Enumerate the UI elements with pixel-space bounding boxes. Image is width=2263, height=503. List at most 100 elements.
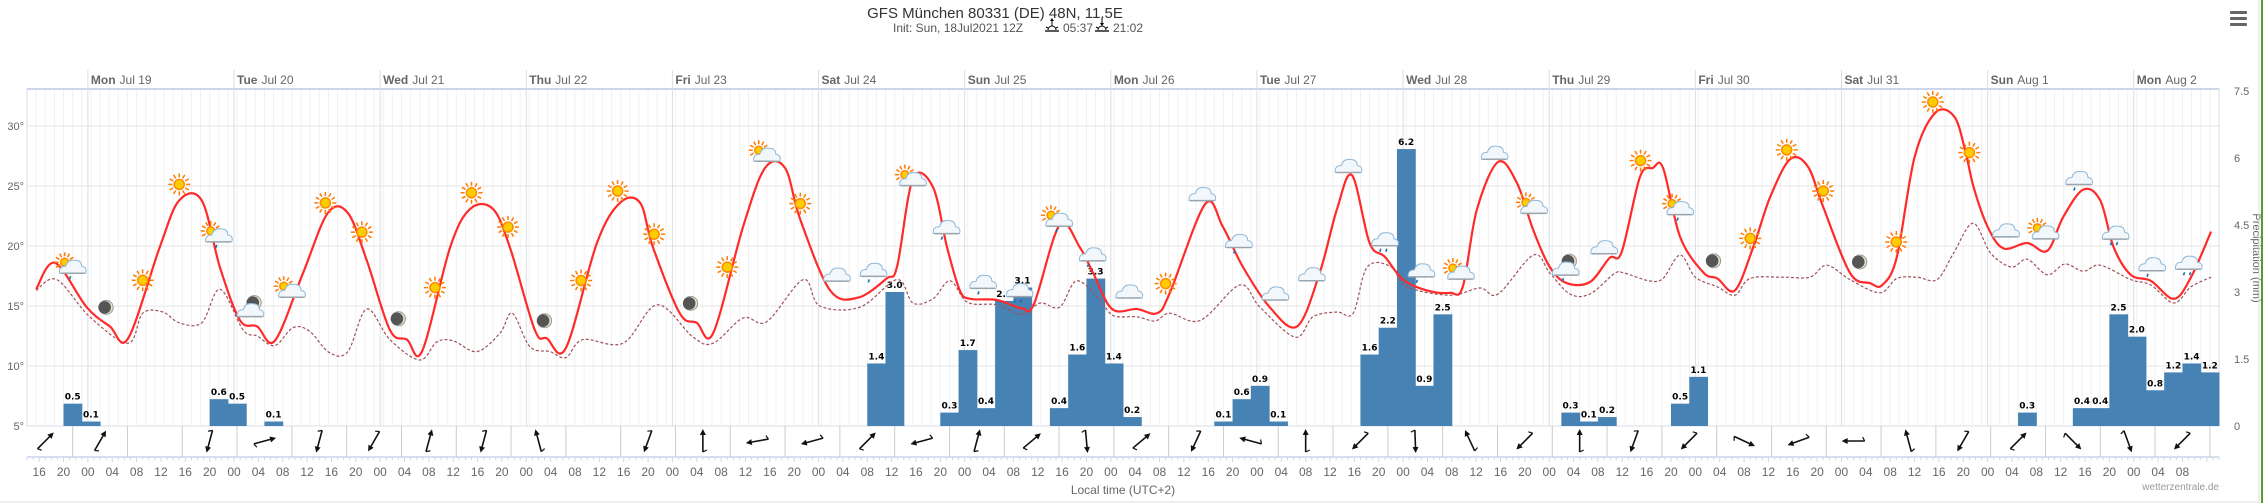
wind-arrow-barb bbox=[317, 429, 323, 432]
sun-disc bbox=[648, 228, 660, 240]
x-tick-label: 00 bbox=[1250, 465, 1264, 479]
precip-label: 2.5 bbox=[1435, 303, 1451, 313]
sun-ray bbox=[1443, 262, 1449, 266]
day-label: Tue Jul 20 bbox=[237, 73, 294, 87]
wind-arrow-barb bbox=[1023, 447, 1028, 451]
wind-arrow-icon bbox=[973, 429, 982, 453]
y2-tick-label: 7.5 bbox=[2234, 86, 2249, 98]
sun-ray bbox=[1959, 155, 1964, 159]
x-tick-label: 08 bbox=[1884, 465, 1898, 479]
sun-ray bbox=[182, 174, 186, 179]
x-tick-label: 12 bbox=[1762, 465, 1776, 479]
x-tick-label: 12 bbox=[2054, 465, 2068, 479]
weather-partly-rain-icon bbox=[200, 220, 233, 249]
x-tick-label: 00 bbox=[81, 465, 95, 479]
day-of-week: Fri bbox=[1698, 73, 1713, 87]
sun-ray bbox=[425, 290, 430, 294]
wind-arrow-head bbox=[1239, 436, 1246, 443]
wind-arrow-barb bbox=[425, 450, 431, 453]
sun-ray bbox=[1646, 163, 1651, 167]
sun-ray bbox=[803, 209, 807, 214]
precip-label: 1.4 bbox=[1106, 352, 1122, 362]
wind-arrow-icon bbox=[1239, 436, 1263, 445]
wind-arrow-head bbox=[643, 445, 649, 453]
sun-ray bbox=[437, 277, 442, 282]
sun-ray bbox=[571, 283, 576, 287]
weather-sun-icon bbox=[168, 173, 191, 196]
day-label: Tue Jul 27 bbox=[1260, 73, 1317, 87]
x-tick-label: 08 bbox=[1299, 465, 1313, 479]
weather-partly-rain-icon bbox=[1041, 205, 1074, 233]
wind-arrow-head bbox=[1412, 446, 1419, 453]
x-tick-label: 08 bbox=[1007, 465, 1021, 479]
precip-label: 2.8 bbox=[996, 290, 1012, 300]
sun-ray bbox=[1755, 232, 1761, 236]
day-label: Wed Jul 21 bbox=[383, 73, 444, 87]
precip-bar bbox=[1068, 354, 1087, 426]
weather-sun-icon bbox=[1812, 180, 1835, 202]
sun-ray bbox=[1443, 270, 1449, 274]
precip-label: 1.2 bbox=[2202, 361, 2218, 371]
wind-arrow-barb bbox=[1964, 430, 1969, 433]
day-label: Wed Jul 28 bbox=[1406, 73, 1467, 87]
precip-label: 6.2 bbox=[1398, 138, 1414, 148]
cloud-shape bbox=[236, 303, 265, 318]
sun-disc bbox=[1744, 232, 1756, 245]
day-date: Jul 27 bbox=[1284, 73, 1316, 87]
sun-ray bbox=[574, 270, 579, 275]
weather-sun-icon bbox=[131, 269, 154, 292]
sun-ray bbox=[465, 182, 469, 188]
cloud-shape bbox=[823, 267, 851, 282]
credit-link[interactable]: wetterzentrale.de bbox=[2141, 482, 2219, 493]
sun-ray bbox=[657, 239, 661, 245]
cloud-shape bbox=[1078, 247, 1107, 262]
weather-moon-cloud-icon bbox=[236, 295, 265, 318]
x-tick-label: 08 bbox=[1737, 465, 1751, 479]
sun-ray bbox=[288, 280, 293, 284]
sun-ray bbox=[1901, 244, 1907, 249]
sun-ray bbox=[2031, 218, 2036, 224]
day-of-week: Sun bbox=[968, 73, 991, 87]
sun-ray bbox=[1935, 92, 1939, 97]
sun-disc bbox=[1927, 96, 1939, 108]
day-of-week: Mon bbox=[2137, 73, 2162, 87]
cloud-shape bbox=[1520, 199, 1548, 214]
wind-arrow-barb bbox=[208, 429, 213, 432]
sun-ray bbox=[428, 277, 433, 282]
wind-arrow-icon bbox=[2063, 432, 2082, 450]
sun-ray bbox=[1643, 166, 1647, 171]
wind-arrow-barb bbox=[2063, 433, 2066, 438]
wind-arrow-barb bbox=[973, 450, 979, 453]
sun-ray bbox=[1630, 163, 1635, 167]
x-tick-label: 20 bbox=[1518, 465, 1532, 479]
sun-ray bbox=[1457, 262, 1462, 266]
weather-sun-icon bbox=[643, 223, 666, 246]
chart-menu-button[interactable] bbox=[2226, 8, 2252, 28]
weather-cloud-icon bbox=[1115, 284, 1144, 299]
sun-ray bbox=[1171, 277, 1176, 281]
sun-ray bbox=[1817, 196, 1821, 201]
wind-arrow-icon bbox=[1841, 436, 1866, 444]
x-tick-label: 04 bbox=[1275, 465, 1289, 479]
day-label: Sun Aug 1 bbox=[1991, 73, 2049, 87]
wind-arrow-head bbox=[269, 436, 277, 443]
x-tick-label: 08 bbox=[130, 465, 144, 479]
x-tick-label: 04 bbox=[252, 465, 266, 479]
sun-ray bbox=[1663, 206, 1668, 210]
precip-label: 1.6 bbox=[1069, 344, 1085, 354]
day-of-week: Tue bbox=[237, 73, 258, 87]
cloud-shape bbox=[1005, 282, 1034, 298]
sun-disc bbox=[173, 178, 185, 191]
sun-ray bbox=[145, 270, 149, 275]
temperature-line bbox=[35, 108, 2213, 358]
x-tick-label: 16 bbox=[1348, 465, 1362, 479]
x-tick-label: 00 bbox=[1835, 465, 1849, 479]
sun-ray bbox=[1744, 228, 1748, 233]
wind-arrow-barb bbox=[765, 435, 769, 440]
precip-label: 0.3 bbox=[941, 402, 957, 412]
day-date: Jul 19 bbox=[120, 73, 152, 87]
sun-ray bbox=[1045, 206, 1049, 211]
day-date: Jul 20 bbox=[261, 73, 293, 87]
wind-arrow-head bbox=[1190, 445, 1197, 452]
sun-disc bbox=[721, 261, 733, 273]
